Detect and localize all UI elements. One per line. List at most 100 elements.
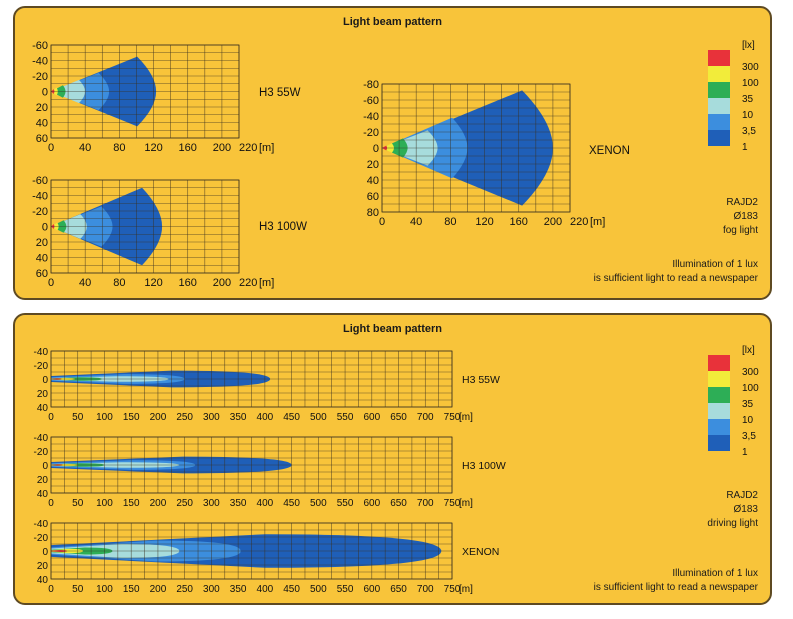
series-label: H3 100W — [259, 221, 307, 233]
lamp-info: RAJD2 Ø183 driving light — [707, 489, 758, 531]
x-tick-label: 650 — [390, 498, 407, 509]
y-tick-label: 0 — [42, 461, 48, 472]
x-tick-label: 50 — [72, 498, 84, 509]
y-tick-label: -20 — [34, 447, 49, 458]
plot-frame — [50, 44, 240, 139]
x-tick-label: 350 — [230, 498, 247, 509]
x-tick-label: 160 — [179, 142, 197, 154]
legend-swatch — [708, 130, 730, 146]
legend-label: 100 — [742, 383, 759, 394]
lamp-diameter: Ø183 — [733, 211, 758, 222]
x-tick-label: 160 — [510, 216, 528, 228]
plot-frame — [50, 522, 453, 580]
y-tick-label: -40 — [34, 433, 49, 444]
legend-swatch — [708, 419, 730, 435]
y-tick-label: 20 — [37, 561, 49, 572]
y-tick-label: -20 — [363, 127, 379, 139]
legend-label: 35 — [742, 94, 754, 105]
x-tick-label: 500 — [310, 412, 327, 423]
legend-swatch — [708, 114, 730, 130]
x-tick-label: 200 — [150, 498, 167, 509]
y-tick-label: -80 — [363, 79, 379, 91]
x-tick-label: 750 — [444, 584, 461, 595]
plot-frame — [50, 179, 240, 274]
y-tick-label: 40 — [37, 575, 49, 586]
x-tick-label: 300 — [203, 498, 220, 509]
y-tick-label: 20 — [37, 389, 49, 400]
x-tick-label: 550 — [337, 498, 354, 509]
y-tick-label: 40 — [36, 253, 48, 265]
lamp-type: driving light — [707, 518, 758, 529]
note-line-2: is sufficient light to read a newspaper — [593, 582, 758, 593]
note-line-1: Illumination of 1 lux — [672, 568, 758, 579]
legend-swatch — [708, 82, 730, 98]
y-tick-label: 60 — [36, 133, 48, 145]
y-tick-label: 0 — [42, 87, 48, 99]
series-label: XENON — [589, 145, 630, 157]
y-tick-label: 40 — [37, 489, 49, 500]
legend-swatch — [708, 355, 730, 371]
y-tick-label: 40 — [37, 403, 49, 414]
x-tick-label: 600 — [363, 584, 380, 595]
x-tick-label: 200 — [213, 277, 231, 289]
legend-swatch — [708, 50, 730, 66]
x-tick-label: 220 — [239, 142, 257, 154]
note-line-1: Illumination of 1 lux — [672, 259, 758, 270]
y-tick-label: 60 — [36, 268, 48, 280]
y-tick-label: 0 — [373, 143, 379, 155]
x-tick-label: 600 — [363, 498, 380, 509]
x-tick-label: 160 — [179, 277, 197, 289]
x-tick-label: 400 — [257, 412, 274, 423]
legend: [lx] 300 100 35 10 3,5 1 — [708, 40, 759, 153]
y-tick-label: 0 — [42, 375, 48, 386]
x-tick-label: 350 — [230, 584, 247, 595]
x-tick-label: 40 — [79, 142, 91, 154]
x-unit-label: [m] — [590, 216, 605, 228]
x-tick-label: 400 — [257, 584, 274, 595]
x-tick-label: 300 — [203, 412, 220, 423]
x-tick-label: 250 — [176, 498, 193, 509]
legend-unit: [lx] — [742, 40, 755, 51]
x-tick-label: 40 — [79, 277, 91, 289]
x-tick-label: 750 — [444, 498, 461, 509]
x-tick-label: 100 — [96, 584, 113, 595]
plot-frame — [50, 436, 453, 494]
legend-label: 35 — [742, 399, 754, 410]
y-tick-label: 0 — [42, 547, 48, 558]
x-unit-label: [m] — [459, 412, 473, 423]
series-label: XENON — [462, 546, 499, 558]
x-tick-label: 220 — [239, 277, 257, 289]
y-tick-label: 20 — [37, 475, 49, 486]
x-tick-label: 100 — [96, 498, 113, 509]
x-tick-label: 250 — [176, 584, 193, 595]
y-tick-label: 20 — [36, 102, 48, 114]
x-tick-label: 100 — [96, 412, 113, 423]
y-tick-label: 20 — [36, 237, 48, 249]
driving-light-panel: Light beam pattern -40 -20 0 20 40 0 50 100 150 2… — [13, 313, 772, 605]
x-tick-label: 550 — [337, 412, 354, 423]
series-label: H3 100W — [462, 460, 506, 472]
x-tick-label: 550 — [337, 584, 354, 595]
panel-title: Light beam pattern — [342, 16, 442, 28]
legend-label: 1 — [742, 142, 748, 153]
legend-label: 1 — [742, 447, 748, 458]
x-tick-label: 300 — [203, 584, 220, 595]
x-tick-label: 50 — [72, 584, 84, 595]
x-tick-label: 700 — [417, 498, 434, 509]
legend-label: 300 — [742, 367, 759, 378]
x-tick-label: 500 — [310, 584, 327, 595]
x-tick-label: 650 — [390, 412, 407, 423]
x-tick-label: 0 — [48, 412, 54, 423]
x-tick-label: 80 — [113, 277, 125, 289]
lamp-diameter: Ø183 — [733, 504, 758, 515]
x-tick-label: 40 — [410, 216, 422, 228]
x-tick-label: 750 — [444, 412, 461, 423]
x-tick-label: 450 — [283, 412, 300, 423]
x-tick-label: 250 — [176, 412, 193, 423]
x-tick-label: 80 — [444, 216, 456, 228]
x-tick-label: 700 — [417, 584, 434, 595]
